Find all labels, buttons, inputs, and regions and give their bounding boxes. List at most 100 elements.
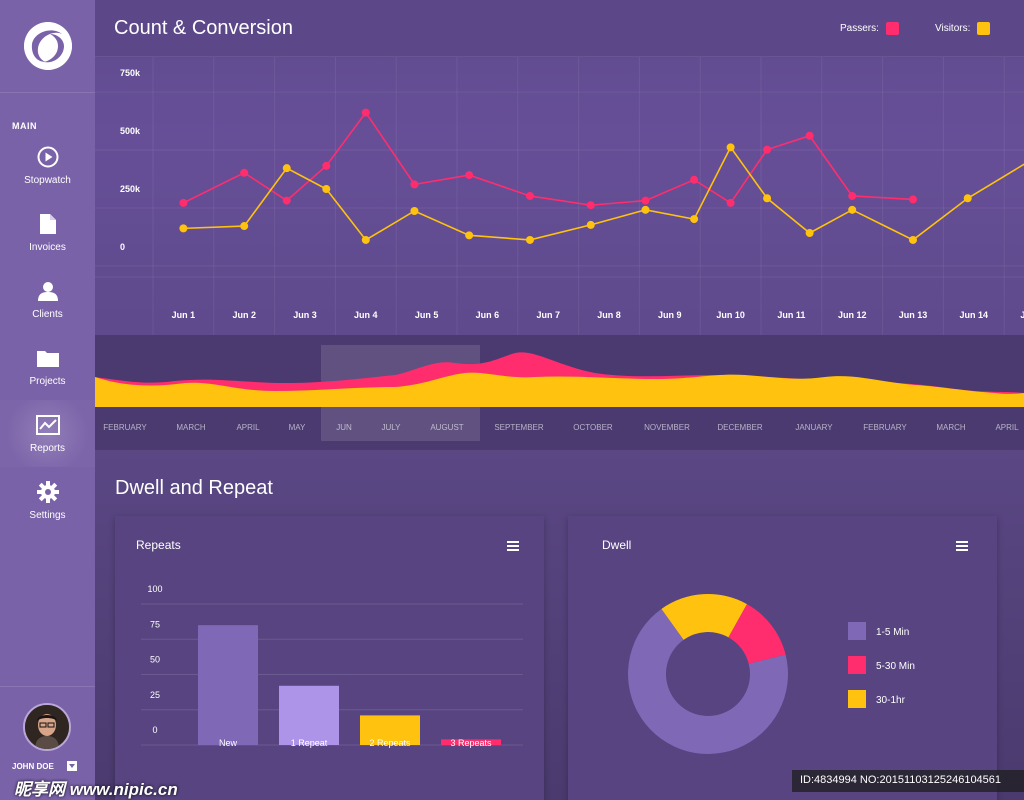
legend-passers-swatch [885, 22, 899, 35]
passers-point [410, 180, 419, 189]
passers-point [465, 171, 474, 180]
timeline-month-label: DECEMBER [717, 423, 763, 432]
repeats-title: Repeats [136, 538, 181, 552]
dwell-title: Dwell [602, 538, 632, 552]
donut-slice-5-30-min [728, 604, 786, 664]
timeline-month-label: JULY [382, 423, 402, 432]
donut-slice-30-1hr [661, 594, 747, 640]
donut-legend-swatch [848, 690, 866, 708]
passers-point [240, 168, 249, 177]
timeline-month-label: SEPTEMBER [494, 423, 544, 432]
dwell-menu-icon[interactable] [956, 541, 968, 551]
nav-label-clients: Clients [32, 309, 63, 320]
nav-label-projects: Projects [29, 376, 66, 387]
timeline-month-label: FEBRUARY [863, 423, 907, 432]
x-tick-label: Jun 3 [293, 310, 317, 320]
timeline-svg: FEBRUARY MARCH APRIL MAY JUN JULY AUGUST SEPTEM… [95, 345, 1024, 441]
x-tick-label: Jun 12 [838, 310, 867, 320]
donut-legend-label: 1-5 Min [876, 627, 909, 638]
x-tick-label: Jun 8 [597, 310, 621, 320]
legend-passers[interactable]: Passers: [840, 22, 899, 35]
passers-point [361, 108, 370, 117]
visitors-point [690, 215, 699, 224]
watermark-logo-text: 昵享网 www.nipic.cn [14, 780, 178, 799]
y-tick-label: 500k [120, 126, 141, 136]
nav-label-stopwatch: Stopwatch [24, 175, 71, 186]
x-tick-label: Jun 11 [777, 310, 805, 320]
nav-item-invoices[interactable]: Invoices [0, 199, 95, 266]
dwell-card: Dwell 1-5 Min 5-30 Min 30-1hr [568, 516, 997, 800]
nav-item-stopwatch[interactable]: Stopwatch [0, 132, 95, 199]
x-tick-label: Jun 13 [899, 310, 928, 320]
visitors-point [179, 224, 188, 233]
avatar[interactable] [23, 703, 71, 751]
x-tick-label: Jun 15 [1020, 310, 1024, 320]
passers-point [848, 191, 857, 200]
dwell-donut-chart: 1-5 Min 5-30 Min 30-1hr [628, 594, 915, 754]
legend-passers-label: Passers: [840, 23, 879, 34]
donut-slice-1-5-min [628, 608, 788, 754]
nav-item-projects[interactable]: Projects [0, 333, 95, 400]
timeline-month-label: MARCH [176, 423, 206, 432]
sidebar: MAIN Stopwatch Invoices Clients Projects… [0, 0, 95, 800]
nav-item-reports[interactable]: Reports [0, 400, 95, 467]
timeline-month-label: FEBRUARY [103, 423, 147, 432]
series-line-passers [183, 111, 914, 207]
visitors-point [963, 194, 972, 203]
bar-2-repeats [360, 715, 420, 745]
visitors-point [586, 220, 595, 229]
passers-point [179, 198, 188, 207]
top-header: Count & Conversion Passers: Visitors: [95, 0, 1024, 57]
page-title: Count & Conversion [114, 17, 293, 39]
timeline-month-label: AUGUST [430, 423, 463, 432]
visitors-point [641, 205, 650, 214]
x-tick-label: Jun 10 [716, 310, 745, 320]
nav-item-clients[interactable]: Clients [0, 266, 95, 333]
bar-y-tick: 75 [150, 619, 160, 629]
visitors-point [726, 143, 735, 152]
visitors-point [410, 207, 419, 215]
bar-1-repeat [279, 685, 339, 745]
donut-legend-label: 5-30 Min [876, 661, 915, 672]
nav-item-settings[interactable]: Settings [0, 467, 95, 534]
donut-legend-label: 30-1hr [876, 695, 906, 706]
passers-point [525, 191, 534, 200]
legend-visitors[interactable]: Visitors: [935, 22, 991, 35]
x-tick-label: Jun 4 [354, 310, 378, 320]
timeline-month-label: JANUARY [795, 423, 833, 432]
passers-point [690, 175, 699, 184]
x-tick-label: Jun 5 [415, 310, 439, 320]
logo-icon[interactable] [23, 22, 72, 70]
passers-point [805, 131, 814, 140]
y-tick-label: 750k [120, 68, 141, 78]
repeats-menu-icon[interactable] [507, 541, 519, 551]
bar-y-tick: 50 [150, 655, 160, 665]
visitors-point [848, 205, 857, 214]
count-conversion-line-chart: 750k 500k 250k 0 Jun 1 Jun 2 Jun 3 Jun 4 Jun 5 Ju… [95, 57, 1024, 335]
y-tick-label: 0 [120, 242, 125, 252]
logo-area [0, 0, 95, 93]
user-menu-caret-icon[interactable] [67, 761, 77, 771]
chart-icon [35, 413, 60, 437]
legend-visitors-label: Visitors: [935, 23, 971, 34]
timeline-month-label: MARCH [936, 423, 966, 432]
nav-label-invoices: Invoices [29, 242, 66, 253]
folder-icon [36, 346, 60, 370]
nav-label-reports: Reports [29, 443, 65, 454]
visitors-point [763, 194, 772, 203]
timeline-month-label: NOVEMBER [644, 423, 690, 432]
visitors-point [805, 229, 814, 237]
passers-point [909, 195, 917, 204]
x-tick-label: Jun 7 [536, 310, 560, 320]
y-tick-label: 250k [120, 184, 141, 194]
user-block: JOHN DOE [0, 686, 95, 800]
x-tick-label: Jun 9 [658, 310, 682, 320]
visitors-point [282, 164, 291, 173]
count-conversion-panel: Count & Conversion Passers: Visitors: 75… [95, 0, 1024, 335]
x-tick-label: Jun 1 [172, 310, 196, 320]
passers-point [641, 196, 650, 205]
user-icon [36, 279, 60, 303]
visitors-point [525, 235, 534, 244]
timeline-navigator[interactable]: FEBRUARY MARCH APRIL MAY JUN JULY AUGUST SEPTEM… [95, 335, 1024, 450]
repeats-card: Repeats 100 75 50 25 0 New 1 Repeat 2 Repeats 3 … [115, 516, 544, 800]
